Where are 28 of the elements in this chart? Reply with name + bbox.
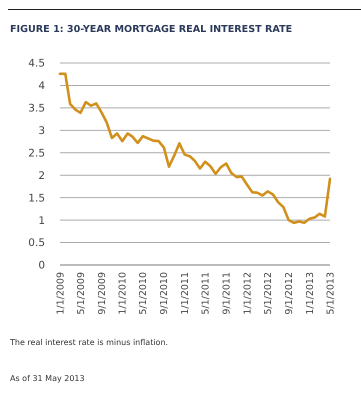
text: The real interest rate is minus inflation. (9, 338, 168, 347)
x-tick-label: 9/1/2011 (221, 272, 232, 315)
y-tick-label: 1.5 (28, 192, 45, 204)
y-tick-label: 0 (38, 260, 45, 272)
y-tick-label: 3.5 (28, 102, 45, 115)
line-series (58, 72, 332, 224)
chart-title: FIGURE 1: 30-YEAR MORTGAGE REAL INTEREST RATE (10, 24, 292, 35)
x-tick-label: 1/1/2013 (304, 272, 316, 315)
text: As of 31 May 2013 (10, 374, 85, 383)
x-tick-label: 1/1/2011 (180, 272, 191, 315)
y-tick-label: 2 (38, 170, 45, 182)
x-tick-label: 9/1/2010 (159, 272, 170, 315)
x-tick-label: 5/1/2013 (325, 272, 336, 315)
x-tick-label: 5/1/2012 (262, 272, 274, 315)
x-tick-label: 1/1/2012 (242, 272, 254, 315)
y-tick-label: 4 (38, 80, 46, 92)
y-tick-label: 4.5 (28, 58, 45, 70)
x-tick-label: 1/1/2010 (118, 272, 129, 315)
x-tick-label: 9/1/2009 (96, 272, 108, 315)
y-tick-label: 3 (38, 125, 45, 138)
x-tick-label: 5/1/2009 (76, 272, 87, 315)
y-tick-label: 2.5 (28, 147, 45, 160)
y-tick-label: 1 (38, 214, 45, 227)
x-tick-label: 5/1/2010 (138, 272, 150, 315)
x-tick-label: 5/1/2011 (200, 272, 212, 315)
x-tick-label: 9/1/2012 (284, 272, 295, 315)
y-tick-label: 0.5 (28, 237, 45, 250)
x-tick-label: 1/1/2009 (55, 272, 66, 315)
